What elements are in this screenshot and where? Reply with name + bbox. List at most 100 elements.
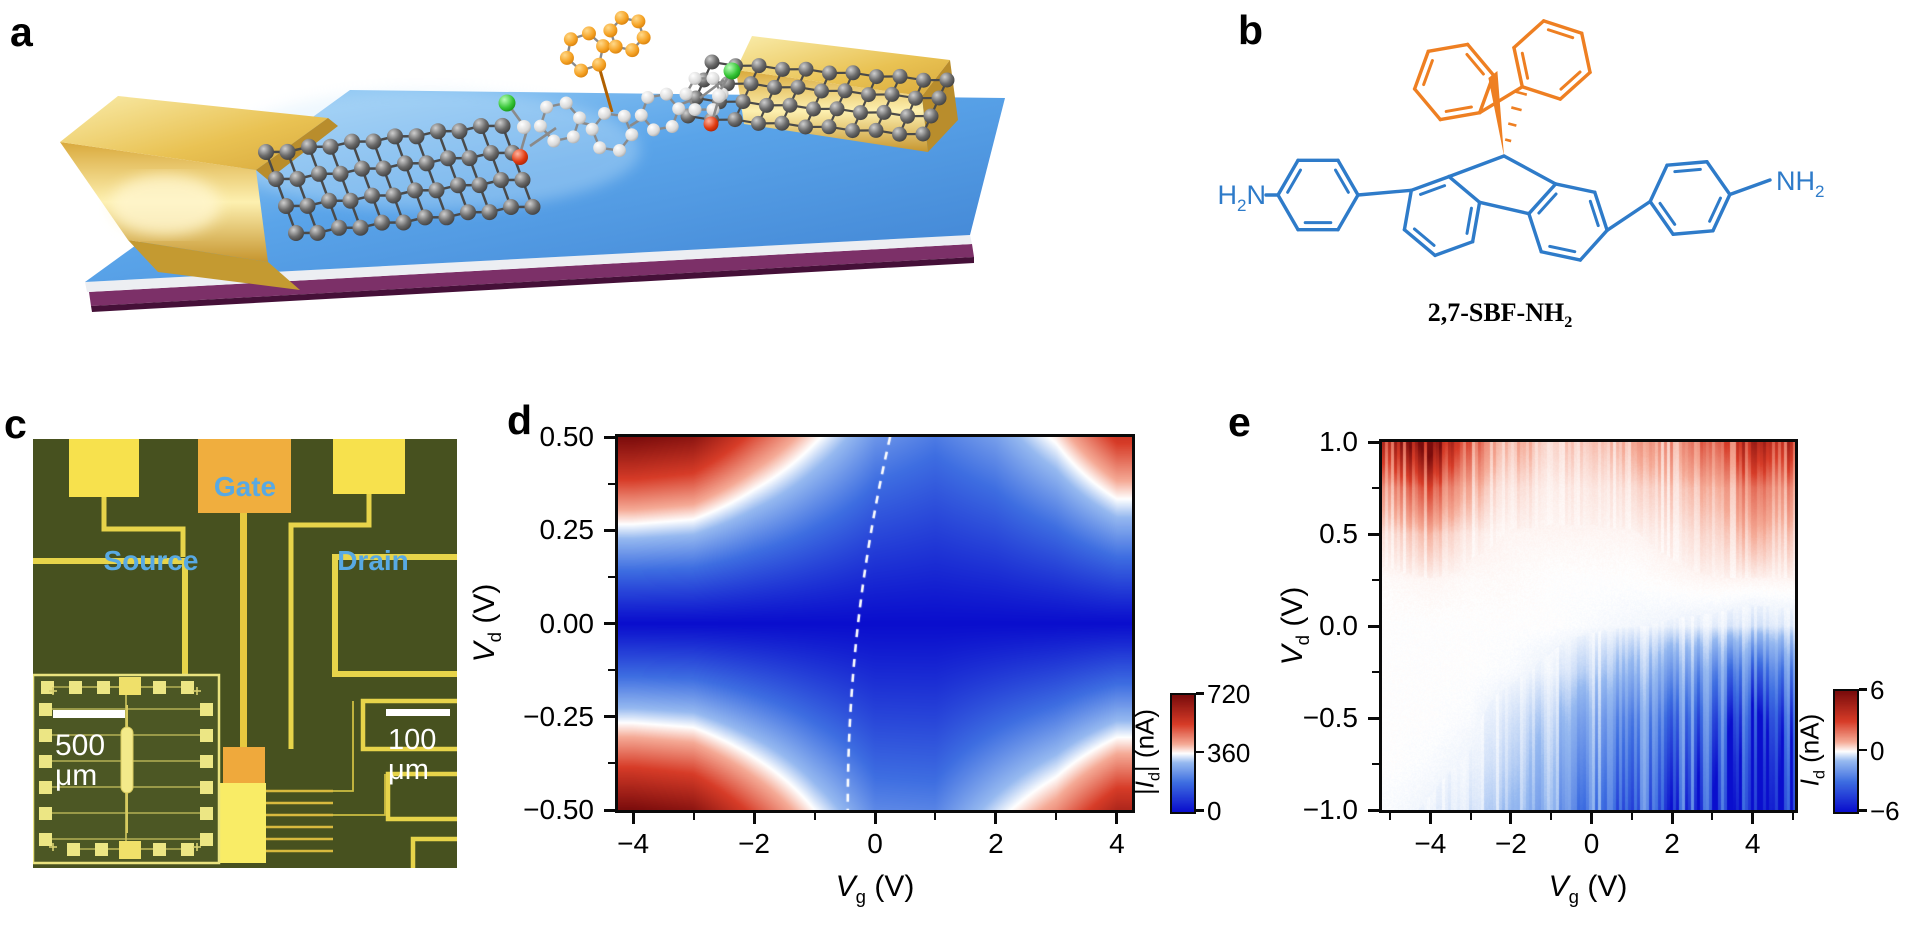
gate-label: Gate bbox=[214, 471, 276, 502]
d-y-tick-label: −0.50 bbox=[523, 794, 594, 825]
d-colorbar-tick-label: 360 bbox=[1207, 737, 1251, 768]
e-x-minor-tick bbox=[1389, 813, 1392, 820]
d-x-major-tick bbox=[752, 813, 756, 824]
d-y-tick-label: 0.50 bbox=[539, 421, 595, 452]
d-colorbar-tick bbox=[1196, 809, 1204, 812]
d-x-tick-label: 0 bbox=[867, 828, 883, 859]
heatmap-d-frame bbox=[615, 434, 1135, 813]
d-x-minor-tick bbox=[692, 813, 695, 820]
d-x-major-tick bbox=[631, 813, 635, 824]
chip-overview-inset: 500 μm bbox=[33, 673, 221, 865]
e-y-tick-label: −0.5 bbox=[1302, 702, 1358, 733]
d-xaxis-title: Vg (V) bbox=[835, 870, 915, 907]
gate-electrode-tip bbox=[216, 747, 333, 863]
e-y-tick-label: 0.0 bbox=[1319, 610, 1358, 641]
colorbar-d-title: |Id| (nA) bbox=[1129, 708, 1164, 796]
d-y-major-tick bbox=[604, 528, 615, 532]
e-y-major-tick bbox=[1368, 716, 1379, 720]
d-y-minor-tick bbox=[608, 669, 615, 672]
d-x-tick-label: 2 bbox=[988, 828, 1004, 859]
e-x-major-tick bbox=[1590, 813, 1594, 824]
heatmap-d bbox=[618, 437, 1132, 810]
e-y-major-tick bbox=[1368, 808, 1379, 812]
amine-left-label: H2N bbox=[1218, 180, 1266, 215]
d-y-major-tick bbox=[604, 808, 615, 812]
e-y-major-tick bbox=[1368, 532, 1379, 536]
e-y-minor-tick bbox=[1372, 579, 1379, 581]
e-x-tick-label: 4 bbox=[1744, 828, 1761, 859]
metal-traces bbox=[33, 494, 457, 868]
e-y-major-tick bbox=[1368, 440, 1379, 444]
graphene-sheet-right bbox=[680, 54, 955, 142]
d-colorbar-tick bbox=[1196, 750, 1204, 753]
e-y-tick-label: 1.0 bbox=[1319, 426, 1358, 457]
panel-b-label: b bbox=[1238, 7, 1264, 53]
e-y-tick-label: 0.5 bbox=[1319, 518, 1358, 549]
e-x-minor-tick bbox=[1469, 813, 1472, 820]
scalebar-main bbox=[386, 709, 450, 716]
d-colorbar-tick-label: 0 bbox=[1207, 796, 1222, 826]
e-colorbar-tick bbox=[1859, 748, 1867, 751]
e-colorbar-tick bbox=[1859, 809, 1867, 812]
d-y-minor-tick bbox=[608, 762, 615, 765]
e-x-minor-tick bbox=[1630, 813, 1633, 820]
bridging-molecule bbox=[498, 10, 741, 165]
e-x-tick-label: 0 bbox=[1583, 828, 1600, 859]
colorbar-e-title: Id (nA) bbox=[1794, 713, 1829, 787]
metal-pads bbox=[69, 439, 405, 513]
panel-e-label: e bbox=[1228, 399, 1251, 445]
e-colorbar-tick-label: −6 bbox=[1870, 796, 1900, 826]
e-y-minor-tick bbox=[1372, 671, 1379, 673]
scalebar-main-unit: μm bbox=[388, 754, 429, 786]
panel-c-label: c bbox=[4, 401, 27, 447]
e-x-tick-label: −2 bbox=[1494, 828, 1527, 859]
d-y-major-tick bbox=[604, 435, 615, 439]
e-y-minor-tick bbox=[1372, 763, 1379, 765]
d-y-major-tick bbox=[604, 622, 615, 625]
d-colorbar-tick-label: 720 bbox=[1207, 679, 1251, 709]
colorbar-d bbox=[1170, 693, 1196, 814]
d-x-major-tick bbox=[873, 813, 877, 824]
sbf-skeleton bbox=[1264, 19, 1772, 262]
d-x-tick-label: −2 bbox=[738, 828, 771, 859]
amine-right-label: NH2 bbox=[1776, 166, 1824, 201]
e-colorbar-tick bbox=[1859, 688, 1867, 691]
d-x-minor-tick bbox=[813, 813, 816, 820]
d-x-major-tick bbox=[1115, 813, 1119, 824]
e-x-major-tick bbox=[1509, 813, 1513, 824]
d-y-tick-label: −0.25 bbox=[523, 700, 594, 732]
graphene-sheet-left bbox=[258, 117, 541, 241]
d-y-minor-tick bbox=[608, 575, 615, 578]
d-y-tick-label: 0.25 bbox=[539, 514, 595, 546]
scalebar-inset bbox=[53, 710, 125, 718]
e-x-major-tick bbox=[1751, 813, 1755, 824]
e-colorbar-tick-label: 6 bbox=[1870, 675, 1885, 705]
scalebar-inset-unit: μm bbox=[55, 759, 97, 792]
device-micrograph: 500 μm 100 μm Gate Source Drain bbox=[33, 439, 457, 868]
e-xaxis-title: Vg (V) bbox=[1548, 870, 1628, 907]
d-y-tick-label: 0.00 bbox=[539, 607, 595, 639]
d-y-major-tick bbox=[604, 715, 615, 719]
e-colorbar-tick-label: 0 bbox=[1870, 735, 1885, 766]
molecule-structure: H2N NH2 bbox=[1218, 19, 1824, 262]
e-y-tick-label: −1.0 bbox=[1302, 794, 1358, 825]
source-label: Source bbox=[104, 545, 199, 576]
d-x-minor-tick bbox=[934, 813, 937, 820]
d-colorbar-tick bbox=[1196, 692, 1204, 695]
d-x-tick-label: 4 bbox=[1109, 828, 1125, 859]
e-x-major-tick bbox=[1670, 813, 1674, 824]
e-x-tick-label: −4 bbox=[1414, 828, 1447, 859]
heatmap-e-frame bbox=[1379, 439, 1798, 813]
scalebar-main-value: 100 bbox=[388, 724, 436, 756]
e-x-minor-tick bbox=[1711, 813, 1714, 820]
e-x-minor-tick bbox=[1791, 813, 1794, 820]
d-y-minor-tick bbox=[608, 482, 615, 485]
e-x-tick-label: 2 bbox=[1664, 828, 1680, 859]
device-illustration bbox=[60, 10, 1005, 312]
panel-a-label: a bbox=[10, 9, 33, 55]
d-x-minor-tick bbox=[1055, 813, 1058, 820]
scalebar-inset-value: 500 bbox=[55, 729, 105, 762]
e-x-minor-tick bbox=[1550, 813, 1553, 820]
e-y-major-tick bbox=[1368, 624, 1379, 628]
